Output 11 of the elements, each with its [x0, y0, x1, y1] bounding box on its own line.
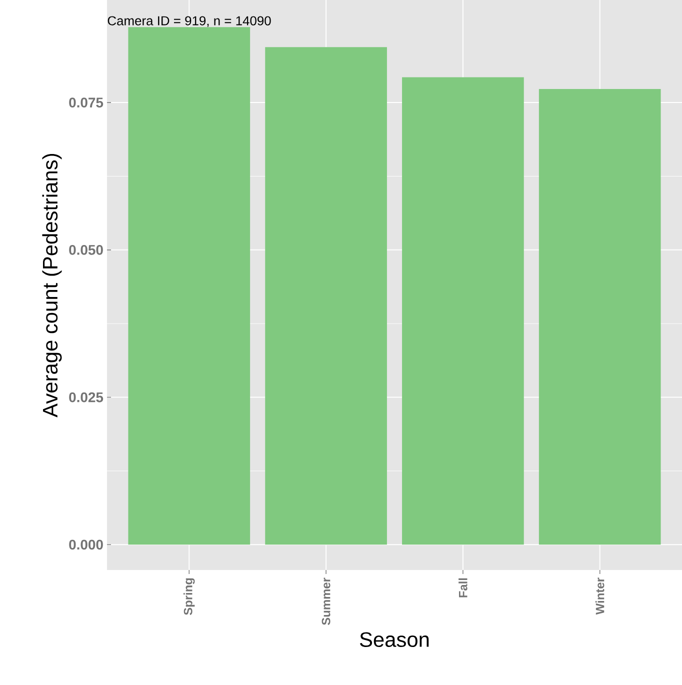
x-tick-label: Summer — [322, 578, 330, 626]
x-tick-label: Spring — [184, 578, 195, 616]
x-tick-label: Fall — [458, 578, 468, 598]
y-tick-label: 0.075 — [69, 98, 104, 108]
y-tick-label: 0.025 — [69, 392, 104, 402]
x-tick-label: Winter — [595, 578, 604, 615]
x-axis-title: Season — [360, 632, 429, 648]
y-tick-label: 0.050 — [69, 244, 103, 255]
y-axis-title: Average count (Pedestrians) — [42, 154, 62, 418]
y-tick-label: 0.000 — [69, 540, 103, 550]
annotation: Camera ID = 919, n = 14090 — [108, 16, 271, 27]
